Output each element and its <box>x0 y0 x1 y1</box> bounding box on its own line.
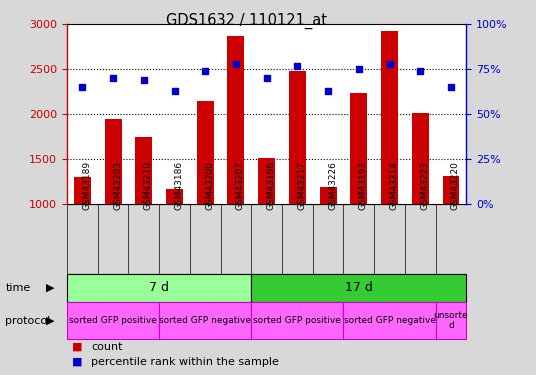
Bar <box>251 302 344 339</box>
Bar <box>105 119 122 204</box>
Bar <box>319 187 337 204</box>
Text: ■: ■ <box>72 342 83 352</box>
Text: sorted GFP negative: sorted GFP negative <box>344 316 436 325</box>
Bar <box>159 302 251 339</box>
Bar <box>289 71 306 204</box>
Text: sorted GFP negative: sorted GFP negative <box>159 316 251 325</box>
Bar <box>251 274 466 302</box>
Text: protocol: protocol <box>5 316 50 326</box>
Text: ▶: ▶ <box>46 283 54 293</box>
Bar <box>443 177 459 204</box>
Text: sorted GFP positive: sorted GFP positive <box>69 316 157 325</box>
Text: 17 d: 17 d <box>345 281 373 294</box>
Bar <box>67 274 251 302</box>
Text: GSM43217: GSM43217 <box>297 161 307 210</box>
Text: count: count <box>91 342 123 352</box>
Bar <box>258 158 275 204</box>
Text: GSM43196: GSM43196 <box>266 161 276 210</box>
Text: GSM43203: GSM43203 <box>113 161 122 210</box>
Text: 7 d: 7 d <box>149 281 169 294</box>
Bar <box>351 93 367 204</box>
Bar <box>412 112 429 204</box>
Text: GSM43200: GSM43200 <box>205 161 214 210</box>
Text: GSM43220: GSM43220 <box>451 161 460 210</box>
Text: GSM43207: GSM43207 <box>236 161 245 210</box>
Text: GSM43186: GSM43186 <box>175 161 183 210</box>
Bar <box>344 302 436 339</box>
Text: ■: ■ <box>72 357 83 367</box>
Bar <box>67 302 159 339</box>
Bar <box>136 137 152 204</box>
Bar <box>381 31 398 204</box>
Text: time: time <box>5 283 31 293</box>
Bar <box>74 177 91 204</box>
Text: percentile rank within the sample: percentile rank within the sample <box>91 357 279 367</box>
Text: GSM43214: GSM43214 <box>390 161 399 210</box>
Text: GSM43210: GSM43210 <box>144 161 153 210</box>
Bar <box>166 189 183 204</box>
Text: ▶: ▶ <box>46 316 54 326</box>
Text: sorted GFP positive: sorted GFP positive <box>254 316 341 325</box>
Text: unsorte
d: unsorte d <box>434 311 468 330</box>
Text: GSM43223: GSM43223 <box>420 161 429 210</box>
Text: GSM43226: GSM43226 <box>328 161 337 210</box>
Text: GSM43193: GSM43193 <box>359 161 368 210</box>
Text: GDS1632 / 110121_at: GDS1632 / 110121_at <box>166 13 327 29</box>
Text: GSM43189: GSM43189 <box>83 161 91 210</box>
Bar <box>227 36 244 204</box>
Bar <box>436 302 466 339</box>
Bar <box>197 101 214 204</box>
